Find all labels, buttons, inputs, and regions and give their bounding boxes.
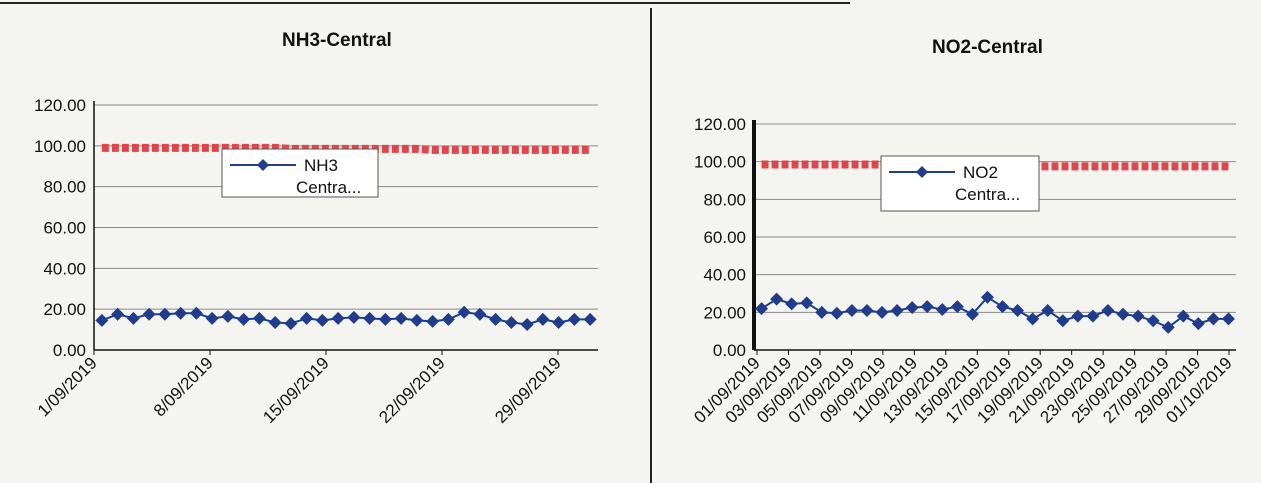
- legend-entry-name: NO2: [963, 163, 998, 182]
- data-point: [785, 297, 799, 311]
- data-point: [920, 300, 934, 314]
- data-point: [315, 313, 329, 327]
- data-point: [1116, 307, 1130, 321]
- data-point: [410, 313, 424, 327]
- data-point: [111, 307, 125, 321]
- data-point: [1056, 314, 1070, 328]
- data-point: [1191, 317, 1205, 331]
- data-point: [489, 312, 503, 326]
- data-point: [815, 305, 829, 319]
- x-tick-label: 15/09/2019: [259, 353, 333, 427]
- legend-entry-name-line2: Centra...: [955, 185, 1020, 204]
- data-point: [158, 307, 172, 321]
- data-point: [567, 312, 581, 326]
- legend-entry-name: NH3: [304, 156, 338, 175]
- data-point: [1176, 309, 1190, 323]
- chart-panel-no2: NO2-Central 0.00 20.00 40.00 60.00 80.00 100.…: [652, 0, 1261, 483]
- data-point: [845, 303, 859, 317]
- data-point: [473, 307, 487, 321]
- chart-no2-svg: 0.0020.0040.0060.0080.00100.00120.0001/0…: [690, 115, 1236, 427]
- data-point: [980, 290, 994, 304]
- data-point: [770, 292, 784, 306]
- legend-box: [221, 148, 379, 198]
- chart-nh3-svg: 0.00 20.00 40.00 60.00 80.00 100.00 120.00 1/09…: [34, 96, 598, 427]
- data-point: [1206, 312, 1220, 326]
- data-point: [1101, 303, 1115, 317]
- data-point: [189, 306, 203, 320]
- x-tick-label: 29/09/2019: [491, 353, 565, 427]
- y-tick-label: 100.00: [34, 137, 86, 156]
- y-tick-label: 100.00: [694, 153, 746, 172]
- data-point: [1161, 320, 1175, 334]
- data-point: [331, 311, 345, 325]
- data-point: [1026, 312, 1040, 326]
- y-tick-label: 80.00: [43, 178, 86, 197]
- chart-panel-nh3: NH3-Central 0.00 20.00 40.00 60.00 80.00 100.…: [34, 30, 598, 427]
- data-point: [252, 311, 266, 325]
- data-point: [830, 306, 844, 320]
- data-point: [1011, 303, 1025, 317]
- data-point: [552, 315, 566, 329]
- y-tick-label: 20.00: [703, 303, 746, 322]
- data-point: [142, 307, 156, 321]
- data-point: [1146, 314, 1160, 328]
- y-tick-label: 120.00: [34, 96, 86, 115]
- legend-marker: [916, 166, 928, 178]
- data-point: [221, 309, 235, 323]
- legend-box: [880, 155, 1040, 212]
- data-point: [755, 302, 769, 316]
- data-point: [363, 311, 377, 325]
- data-point: [347, 310, 361, 324]
- data-point: [996, 300, 1010, 314]
- data-point: [1041, 303, 1055, 317]
- data-point: [504, 315, 518, 329]
- y-tick-label: 0.00: [713, 341, 746, 360]
- data-point: [426, 314, 440, 328]
- data-point: [268, 315, 282, 329]
- y-tick-label: 60.00: [703, 228, 746, 247]
- data-point: [378, 312, 392, 326]
- y-tick-label: 20.00: [43, 300, 86, 319]
- data-point: [935, 303, 949, 317]
- data-point: [284, 316, 298, 330]
- legend-entry-name-line2: Centra...: [296, 178, 361, 197]
- y-tick-label: 40.00: [703, 266, 746, 285]
- data-point: [300, 311, 314, 325]
- x-tick-label: 22/09/2019: [375, 353, 449, 427]
- top-rule: [0, 2, 850, 4]
- data-point: [205, 311, 219, 325]
- data-point: [174, 306, 188, 320]
- data-point: [1071, 309, 1085, 323]
- data-point: [441, 312, 455, 326]
- data-point: [1221, 312, 1235, 326]
- chart-title: NO2-Central: [932, 37, 1043, 58]
- data-point: [520, 317, 534, 331]
- data-point: [394, 311, 408, 325]
- data-point: [583, 312, 597, 326]
- x-tick-label: 8/09/2019: [150, 353, 217, 420]
- data-point: [237, 312, 251, 326]
- legend-marker: [257, 159, 269, 171]
- y-tick-label: 40.00: [43, 259, 86, 278]
- data-point: [965, 307, 979, 321]
- data-point: [950, 300, 964, 314]
- data-point: [126, 311, 140, 325]
- panel-divider: [650, 8, 652, 483]
- data-point: [905, 301, 919, 315]
- chart-title: NH3-Central: [282, 30, 392, 51]
- y-tick-label: 80.00: [703, 190, 746, 209]
- data-point: [457, 305, 471, 319]
- data-point: [536, 312, 550, 326]
- data-point: [860, 303, 874, 317]
- data-point: [1086, 309, 1100, 323]
- data-point: [95, 313, 109, 327]
- data-point: [875, 305, 889, 319]
- x-tick-label: 1/09/2019: [34, 353, 101, 420]
- y-tick-label: 60.00: [43, 219, 86, 238]
- data-point: [800, 296, 814, 310]
- data-point: [890, 303, 904, 317]
- y-tick-label: 120.00: [694, 115, 746, 134]
- y-tick-label: 0.00: [53, 341, 86, 360]
- data-point: [1131, 309, 1145, 323]
